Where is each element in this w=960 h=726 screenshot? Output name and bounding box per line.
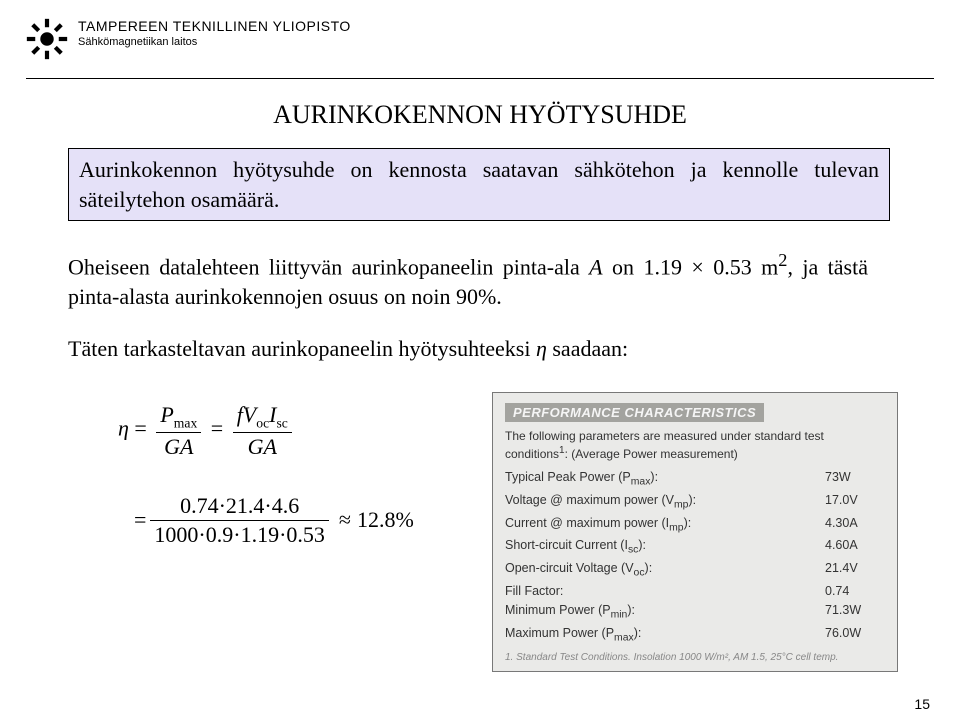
performance-row-key: Fill Factor: <box>505 582 825 601</box>
frac2-den: GA <box>233 433 292 459</box>
page-title: AURINKOKENNON HYÖTYSUHDE <box>0 100 960 130</box>
definition-box: Aurinkokennon hyötysuhde on kennosta saa… <box>68 148 890 221</box>
org-name: TAMPEREEN TEKNILLINEN YLIOPISTO <box>78 18 351 34</box>
performance-row-key: Minimum Power (Pmin): <box>505 601 825 624</box>
performance-row-key: Maximum Power (Pmax): <box>505 624 825 647</box>
performance-row-key: Typical Peak Power (Pmax): <box>505 468 825 491</box>
frac3-den: 1000·0.9·1.19·0.53 <box>150 521 328 547</box>
performance-row-key: Open-circuit Voltage (Voc): <box>505 559 825 582</box>
performance-panel: PERFORMANCE CHARACTERISTICS The followin… <box>492 392 898 672</box>
performance-row: Short-circuit Current (Isc):4.60A <box>505 536 885 559</box>
performance-rows: Typical Peak Power (Pmax):73WVoltage @ m… <box>505 468 885 646</box>
performance-row-value: 0.74 <box>825 582 885 601</box>
performance-row: Open-circuit Voltage (Voc):21.4V <box>505 559 885 582</box>
performance-row: Fill Factor:0.74 <box>505 582 885 601</box>
page-number: 15 <box>914 696 930 712</box>
performance-footnote: 1. Standard Test Conditions. Insolation … <box>505 652 885 663</box>
performance-row-key: Current @ maximum power (Imp): <box>505 514 825 537</box>
gear-logo-icon <box>26 18 68 60</box>
performance-row-value: 4.60A <box>825 536 885 559</box>
frac1-num: Pmax <box>156 402 201 433</box>
formula-row-1: η = Pmax GA = fVocIsc GA <box>118 402 414 459</box>
performance-row: Typical Peak Power (Pmax):73W <box>505 468 885 491</box>
performance-row-value: 4.30A <box>825 514 885 537</box>
performance-row-value: 73W <box>825 468 885 491</box>
performance-note: The following parameters are measured un… <box>505 428 885 462</box>
performance-row-value: 21.4V <box>825 559 885 582</box>
formula-block: η = Pmax GA = fVocIsc GA = 0.74·21.4·4.6… <box>118 402 414 547</box>
formula-row-2: = 0.74·21.4·4.6 1000·0.9·1.19·0.53 ≈ 12.… <box>134 493 414 547</box>
dept-name: Sähkömagnetiikan laitos <box>78 36 351 48</box>
performance-row-value: 76.0W <box>825 624 885 647</box>
eta-sentence: Täten tarkasteltavan aurinkopaneelin hyö… <box>68 336 868 362</box>
page-header: TAMPEREEN TEKNILLINEN YLIOPISTO Sähkömag… <box>26 18 351 60</box>
performance-row-key: Short-circuit Current (Isc): <box>505 536 825 559</box>
performance-row: Minimum Power (Pmin):71.3W <box>505 601 885 624</box>
formula-result: 12.8% <box>357 507 414 533</box>
performance-row-value: 17.0V <box>825 491 885 514</box>
performance-row: Maximum Power (Pmax):76.0W <box>505 624 885 647</box>
eta-symbol: η <box>118 416 129 441</box>
performance-row: Current @ maximum power (Imp):4.30A <box>505 514 885 537</box>
frac1-den: GA <box>156 433 201 459</box>
body-paragraph: Oheiseen datalehteen liittyvän aurinkopa… <box>68 248 868 312</box>
frac2-num: fVocIsc <box>233 402 292 433</box>
performance-title: PERFORMANCE CHARACTERISTICS <box>505 403 764 422</box>
performance-row: Voltage @ maximum power (Vmp):17.0V <box>505 491 885 514</box>
performance-row-value: 71.3W <box>825 601 885 624</box>
header-rule <box>26 78 934 79</box>
frac3-num: 0.74·21.4·4.6 <box>150 493 328 520</box>
performance-row-key: Voltage @ maximum power (Vmp): <box>505 491 825 514</box>
